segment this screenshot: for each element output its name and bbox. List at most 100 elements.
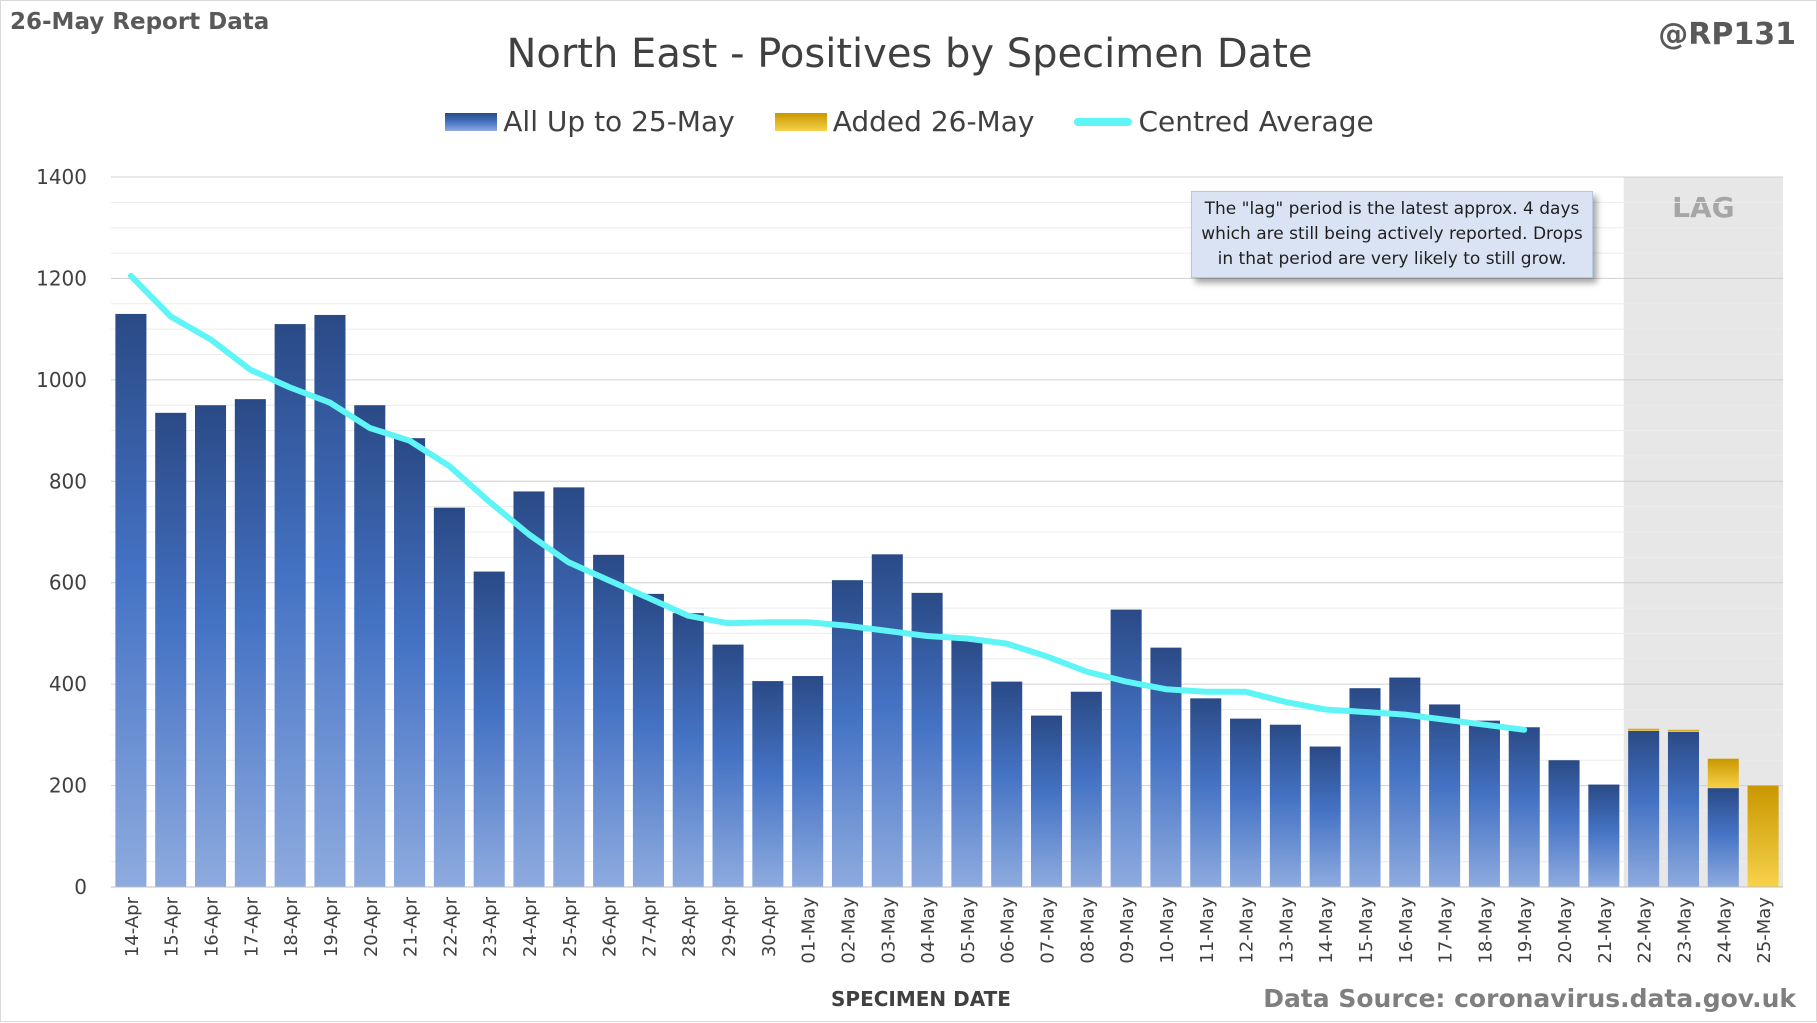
x-tick-label: 04-May	[918, 897, 939, 964]
x-tick-label: 17-May	[1436, 897, 1457, 964]
bar-all-up-to	[1230, 718, 1262, 887]
x-tick-label: 21-May	[1595, 897, 1616, 964]
x-tick-label: 03-May	[878, 897, 899, 964]
bar-all-up-to	[1110, 609, 1142, 887]
x-tick-label: 15-May	[1356, 897, 1377, 964]
bar-all-up-to	[513, 491, 545, 887]
x-tick-label: 26-Apr	[600, 896, 621, 957]
x-tick-label: 20-Apr	[361, 896, 382, 957]
y-tick-label: 800	[49, 469, 87, 493]
report-date-label: 26-May Report Data	[10, 9, 270, 35]
y-tick-label: 400	[49, 672, 87, 696]
bar-added	[1747, 785, 1779, 887]
x-tick-label: 05-May	[958, 897, 979, 964]
x-tick-label: 20-May	[1555, 897, 1576, 964]
x-tick-label: 12-May	[1237, 897, 1258, 964]
bar-all-up-to	[1349, 688, 1381, 887]
x-tick-label: 10-May	[1157, 897, 1178, 964]
bar-all-up-to	[831, 580, 864, 887]
bar-added	[1707, 758, 1739, 789]
bar-all-up-to	[274, 324, 306, 888]
x-axis-title: SPECIMEN DATE	[831, 987, 1011, 1011]
x-tick-label: 19-Apr	[321, 896, 342, 957]
legend-item-centred-average: Centred Average	[1074, 105, 1374, 138]
y-tick-label: 200	[49, 774, 87, 798]
y-tick-label: 600	[49, 571, 87, 595]
bar-all-up-to	[553, 487, 585, 887]
bar-all-up-to	[1389, 677, 1421, 887]
x-tick-label: 08-May	[1077, 897, 1098, 964]
bar-all-up-to	[792, 676, 824, 887]
bar-all-up-to	[1030, 715, 1063, 887]
bar-all-up-to	[593, 554, 625, 887]
y-tick-label: 0	[74, 875, 87, 899]
legend-item-added: Added 26-May	[774, 105, 1035, 138]
bar-all-up-to	[115, 313, 147, 887]
x-tick-label: 24-May	[1714, 897, 1735, 964]
y-tick-label: 1200	[36, 266, 87, 290]
x-tick-label: 13-May	[1276, 897, 1297, 964]
x-tick-label: 11-May	[1197, 897, 1218, 964]
bar-all-up-to	[1628, 730, 1660, 887]
x-tick-label: 16-May	[1396, 897, 1417, 964]
x-tick-label: 06-May	[998, 897, 1019, 964]
x-tick-label: 23-Apr	[480, 896, 501, 957]
lag-label: LAG	[1672, 191, 1735, 224]
x-tick-label: 30-Apr	[759, 896, 780, 957]
lag-note-callout: The "lag" period is the latest approx. 4…	[1191, 191, 1593, 278]
bar-all-up-to	[672, 613, 704, 887]
bar-all-up-to	[1707, 788, 1739, 887]
bar-all-up-to	[632, 593, 664, 887]
legend-swatch-line	[1074, 117, 1133, 126]
bar-all-up-to	[991, 681, 1023, 887]
x-tick-label: 22-Apr	[440, 896, 461, 957]
x-tick-label: 21-Apr	[401, 896, 422, 957]
bar-all-up-to	[1508, 727, 1540, 887]
bar-added	[1667, 729, 1700, 732]
bar-all-up-to	[194, 405, 227, 887]
bar-all-up-to	[1309, 746, 1341, 887]
bar-all-up-to	[911, 592, 943, 887]
x-tick-label: 22-May	[1635, 897, 1656, 964]
bar-all-up-to	[1269, 724, 1301, 887]
x-tick-label: 18-May	[1475, 897, 1496, 964]
bar-all-up-to	[752, 681, 784, 887]
y-tick-label: 1400	[36, 165, 87, 189]
bar-added	[1628, 728, 1660, 731]
x-tick-label: 27-Apr	[639, 896, 660, 957]
x-tick-label: 14-May	[1316, 897, 1337, 964]
author-handle: @RP131	[1658, 17, 1796, 52]
bar-all-up-to	[1667, 731, 1700, 887]
bar-all-up-to	[1468, 720, 1500, 887]
data-source-label: Data Source: coronavirus.data.gov.uk	[1263, 984, 1796, 1013]
x-tick-label: 28-Apr	[679, 896, 700, 957]
y-tick-label: 1000	[36, 368, 87, 392]
bar-all-up-to	[1070, 691, 1102, 887]
bar-all-up-to	[712, 644, 744, 887]
legend-swatch-gold	[774, 112, 827, 131]
bar-all-up-to	[871, 554, 903, 887]
bar-all-up-to	[951, 637, 983, 887]
legend-item-all-up-to: All Up to 25-May	[445, 105, 735, 138]
bar-all-up-to	[1190, 698, 1222, 887]
centred-average-line	[127, 272, 1528, 733]
x-tick-label: 16-Apr	[202, 896, 223, 957]
legend-swatch-blue	[445, 112, 498, 131]
bar-all-up-to	[1429, 704, 1461, 887]
x-tick-label: 09-May	[1117, 897, 1138, 964]
bar-all-up-to	[1150, 647, 1182, 887]
bar-all-up-to	[1548, 760, 1580, 887]
x-tick-label: 19-May	[1515, 897, 1536, 964]
x-tick-label: 01-May	[799, 897, 820, 964]
bar-all-up-to	[433, 507, 465, 887]
bar-all-up-to	[473, 571, 505, 887]
legend-label: All Up to 25-May	[503, 105, 735, 138]
chart-title: North East - Positives by Specimen Date	[506, 31, 1313, 77]
x-tick-label: 15-Apr	[162, 896, 183, 957]
legend-label: Added 26-May	[832, 105, 1035, 138]
x-tick-label: 14-Apr	[122, 896, 143, 957]
bar-all-up-to	[155, 412, 187, 887]
bar-all-up-to	[234, 399, 266, 887]
